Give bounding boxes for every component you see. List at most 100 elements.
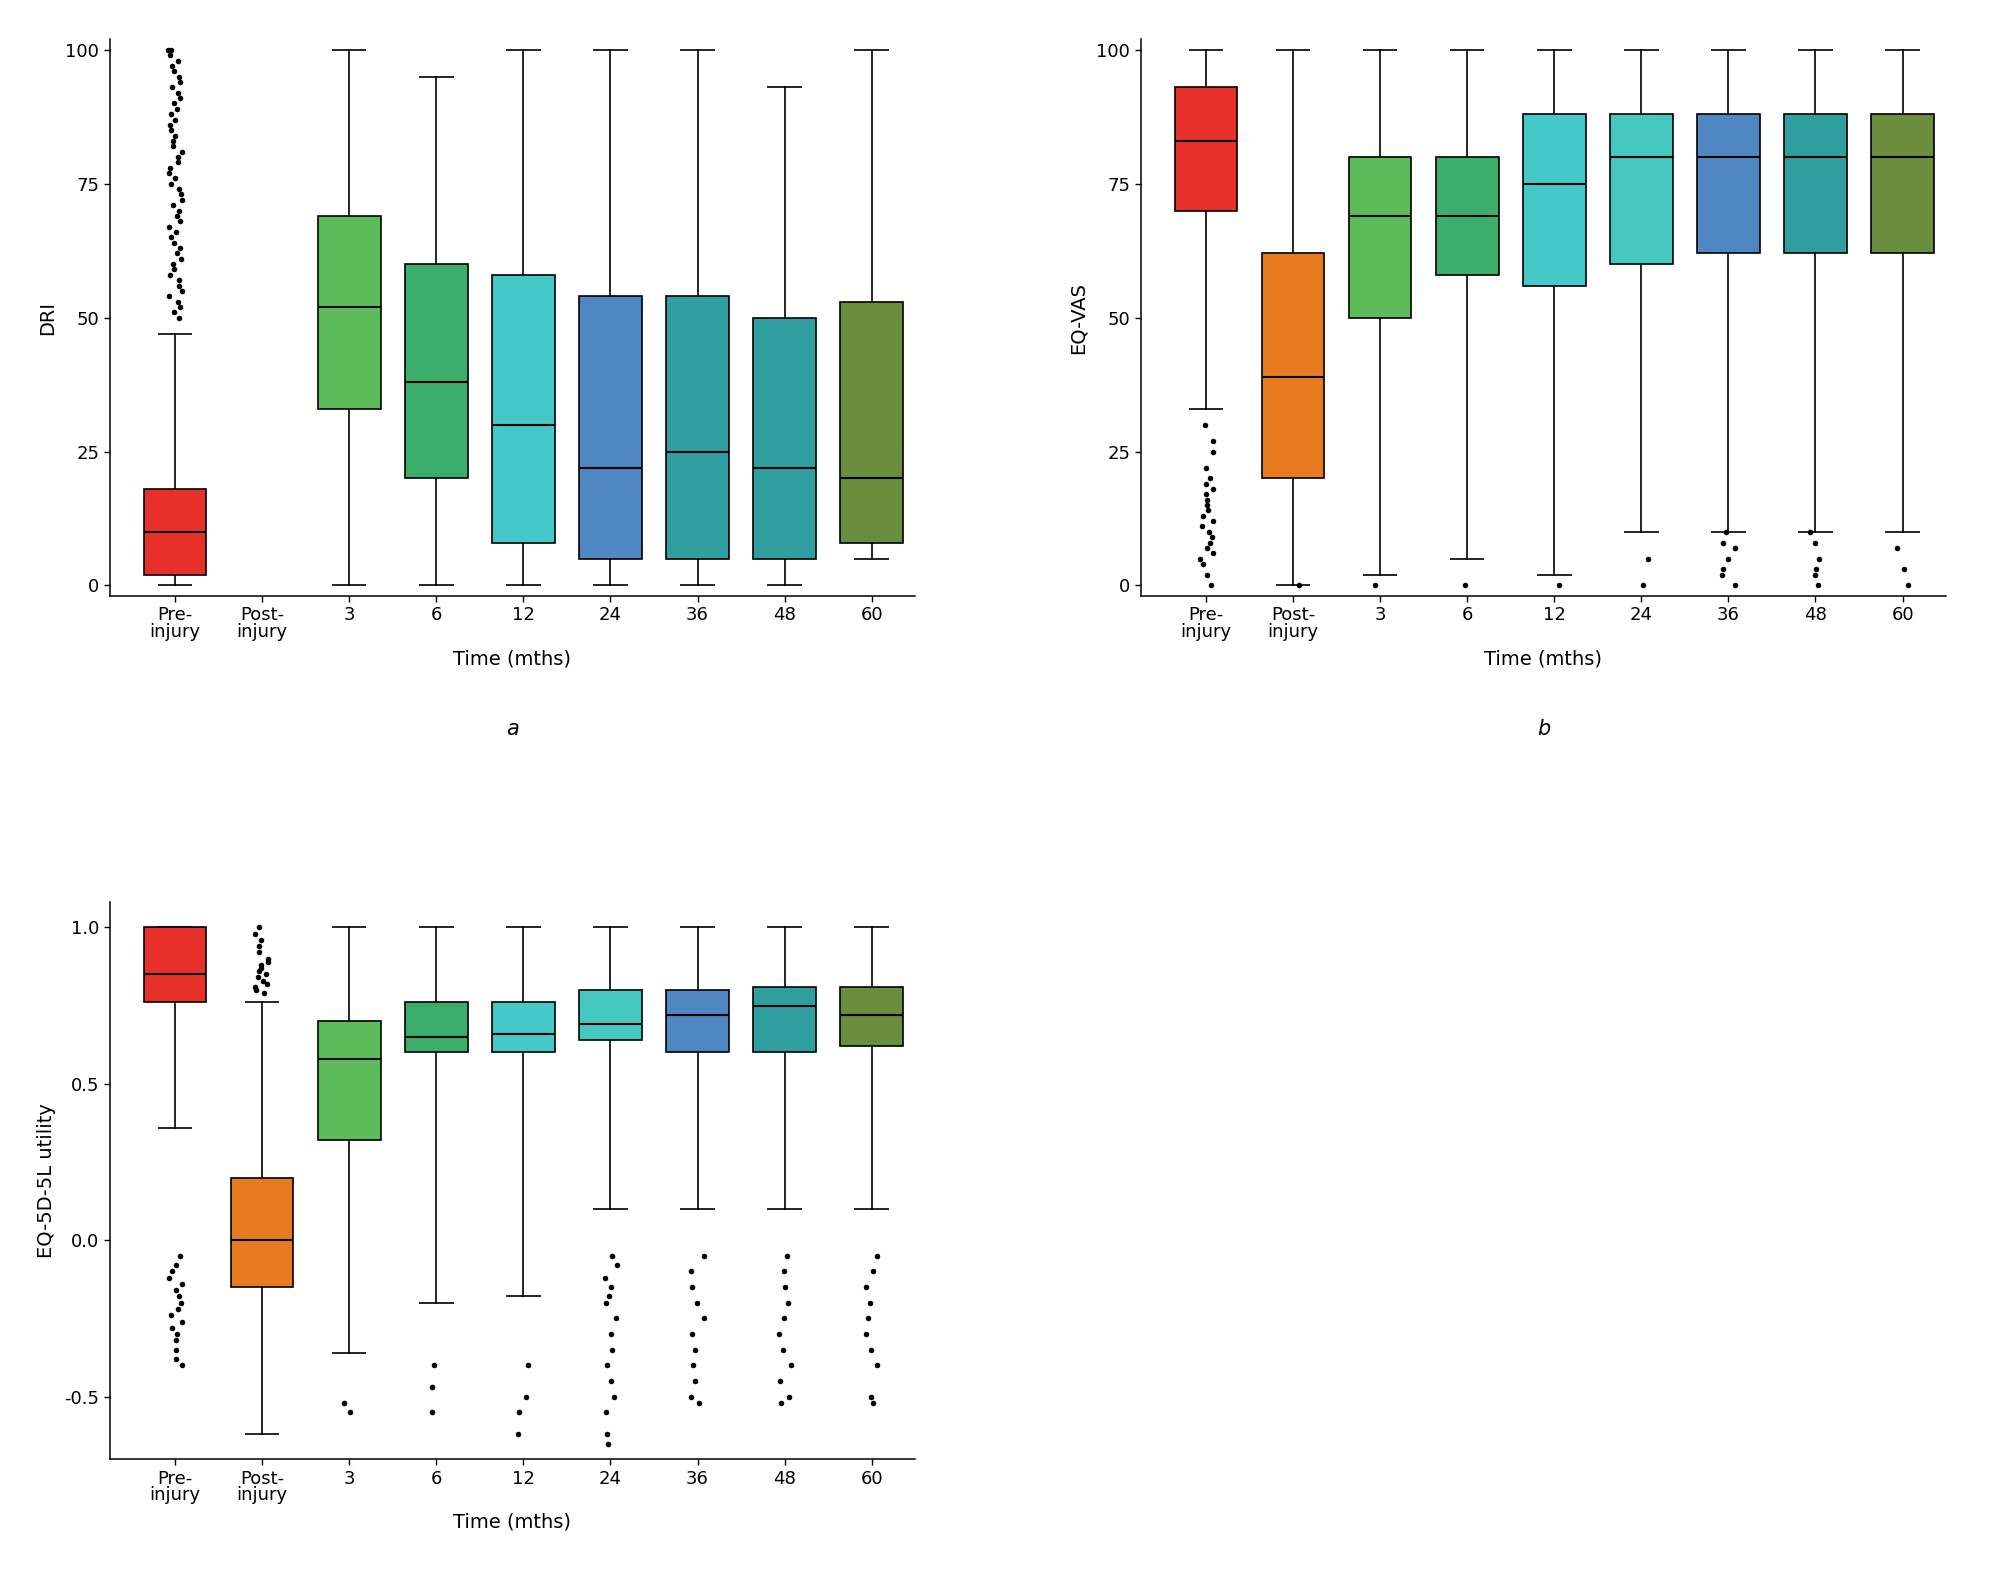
Bar xyxy=(1870,115,1934,254)
Point xyxy=(1190,455,1222,480)
Point xyxy=(1196,524,1228,549)
Point xyxy=(158,166,190,191)
Point xyxy=(1802,546,1834,571)
Point xyxy=(160,1337,192,1362)
Bar xyxy=(1523,115,1585,286)
Point xyxy=(595,1321,627,1346)
Point xyxy=(160,220,192,245)
Text: b: b xyxy=(1537,719,1551,739)
Point xyxy=(1196,573,1228,598)
Point xyxy=(768,1305,800,1331)
Point xyxy=(162,1321,194,1346)
Bar xyxy=(405,264,467,479)
Point xyxy=(156,171,188,196)
Point xyxy=(1198,508,1230,533)
Point xyxy=(251,971,283,996)
Point xyxy=(244,934,275,959)
Point xyxy=(854,1290,886,1315)
Point xyxy=(677,1274,709,1299)
Point xyxy=(1198,428,1230,453)
Y-axis label: EQ-5D-5L utility: EQ-5D-5L utility xyxy=(38,1103,56,1258)
Point xyxy=(164,198,196,223)
Point xyxy=(156,118,188,143)
Point xyxy=(158,133,190,158)
Point xyxy=(162,242,194,267)
Point xyxy=(242,965,273,990)
Point xyxy=(764,1368,796,1393)
Point xyxy=(156,38,188,63)
Point xyxy=(764,1390,796,1415)
Point xyxy=(244,940,275,965)
Point xyxy=(246,927,277,952)
Point xyxy=(1719,535,1750,560)
Point xyxy=(1190,482,1222,507)
Point xyxy=(1798,562,1830,587)
Point xyxy=(850,1321,882,1346)
Point xyxy=(248,981,279,1006)
Point xyxy=(1198,541,1230,566)
Point xyxy=(253,949,285,974)
Bar xyxy=(317,1021,381,1141)
Point xyxy=(166,1290,198,1315)
Point xyxy=(335,1400,367,1425)
Point xyxy=(1794,519,1826,544)
Point xyxy=(166,278,198,303)
Bar xyxy=(144,490,206,574)
Point xyxy=(244,959,275,984)
Point xyxy=(164,1283,196,1309)
Bar xyxy=(667,297,729,559)
Point xyxy=(511,1384,543,1409)
Point xyxy=(164,295,196,320)
Point xyxy=(858,1258,890,1283)
Point xyxy=(1888,557,1920,582)
Point xyxy=(154,1265,186,1290)
Point xyxy=(677,1321,709,1346)
Point xyxy=(152,38,184,63)
Point xyxy=(164,182,196,207)
Point xyxy=(162,49,194,74)
Point xyxy=(679,1368,711,1393)
Point xyxy=(1190,471,1222,496)
Point xyxy=(1192,493,1224,518)
Point xyxy=(677,1352,709,1378)
Point xyxy=(591,1422,623,1447)
Point xyxy=(1192,562,1224,587)
Point xyxy=(766,1337,798,1362)
Point xyxy=(513,1352,545,1378)
Point xyxy=(158,300,190,325)
Bar xyxy=(317,217,381,408)
Point xyxy=(415,1400,447,1425)
Point xyxy=(156,224,188,249)
Point xyxy=(1198,477,1230,502)
Point xyxy=(1192,486,1224,511)
Point xyxy=(156,1302,188,1327)
Point xyxy=(1188,504,1220,529)
Point xyxy=(591,1400,623,1425)
Point xyxy=(160,1327,192,1352)
Bar xyxy=(493,275,555,543)
Point xyxy=(158,231,190,256)
Bar xyxy=(667,990,729,1053)
Point xyxy=(158,251,190,276)
Point xyxy=(162,1296,194,1321)
Point xyxy=(164,69,196,94)
Point xyxy=(164,268,196,293)
Point xyxy=(860,1352,892,1378)
X-axis label: Time (mths): Time (mths) xyxy=(453,650,571,668)
Point xyxy=(156,75,188,100)
Point xyxy=(1882,535,1914,560)
Point xyxy=(156,53,188,78)
Point xyxy=(679,1337,711,1362)
Point xyxy=(1194,519,1226,544)
Point xyxy=(164,304,196,329)
Bar xyxy=(752,317,816,559)
Point xyxy=(597,1384,629,1409)
Point xyxy=(154,160,186,185)
Bar xyxy=(840,987,902,1047)
Point xyxy=(162,149,194,174)
Point xyxy=(240,977,271,1003)
Text: a: a xyxy=(507,719,519,739)
Point xyxy=(160,1277,192,1302)
Point xyxy=(852,1305,884,1331)
Point xyxy=(164,86,196,111)
